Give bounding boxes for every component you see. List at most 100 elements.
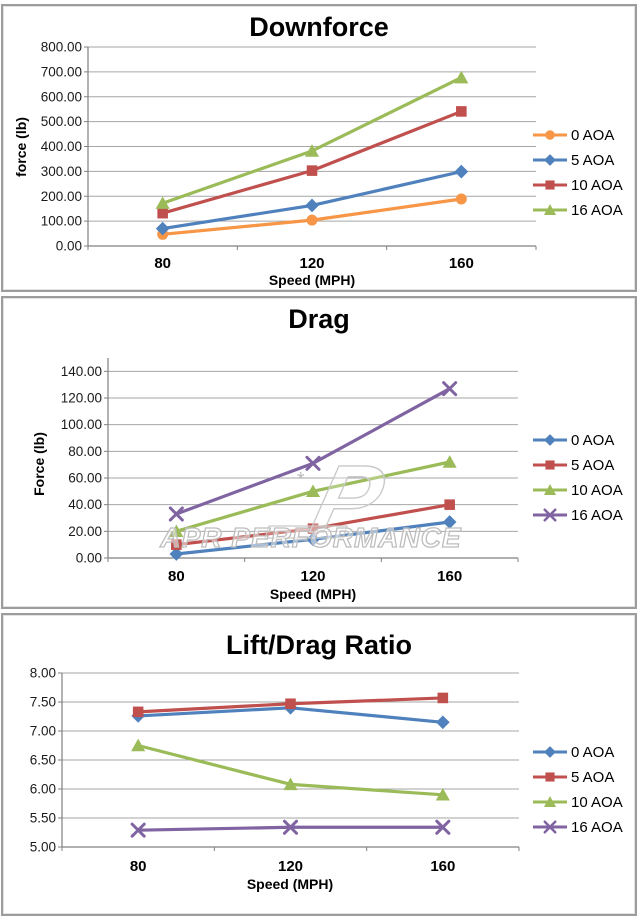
y-tick-label: 8.00 [30,666,56,681]
series-10-aoa [157,106,467,219]
triangle-marker [131,738,146,752]
triangle-marker [442,455,457,468]
x-marker [435,819,451,835]
legend-marker [545,180,555,190]
triangle-marker-swatch [532,202,568,218]
series-16-aoa [168,381,458,522]
square-marker-swatch [532,177,568,193]
y-tick-label: 80.00 [68,444,102,459]
x-tick-label: 120 [299,255,324,272]
downforce-chart-title: Downforce [249,12,389,42]
x-marker [442,381,458,397]
x-marker [282,819,299,835]
diamond-marker [305,198,319,213]
legend-marker [545,460,555,470]
y-tick-label: 200.00 [41,189,82,204]
x-tick-label: 160 [449,255,474,272]
circle-marker [306,214,318,226]
y-tick-label: 120.00 [61,391,102,406]
diamond-legend-swatch [533,746,567,758]
diamond-marker [436,715,450,730]
legend-marker [544,154,556,166]
y-tick-label: 600.00 [41,89,82,104]
diamond-marker-swatch [532,432,568,448]
legend-label: 10 AOA [571,176,623,194]
diamond-marker [306,532,320,547]
diamond-marker-swatch [532,152,568,168]
legend-label: 5 AOA [571,456,615,474]
downforce-x-axis-title: Speed (MPH) [268,272,356,288]
square-marker [456,106,467,117]
legend-label: 5 AOA [571,151,615,169]
circle-marker-swatch [532,127,568,143]
circle-legend-swatch [533,130,567,140]
y-tick-label: 5.50 [30,811,56,826]
triangle-marker [283,777,298,791]
y-tick-label: 100.00 [41,214,82,229]
lift-drag-ratio-chart-title: Lift/Drag Ratio [226,630,412,660]
x-tick-labels: 80 120 160 [130,858,456,875]
square-marker [306,165,318,176]
x-marker-swatch [532,507,568,523]
square-marker [132,706,144,718]
triangle-legend-swatch [533,484,567,495]
legend-item-16-aoa: 16 AOA [532,506,638,524]
legend-marker [543,484,557,495]
diamond-legend-swatch [533,434,567,446]
x-tick-label: 80 [130,858,147,875]
series-5-aoa [132,692,449,718]
lift-drag-ratio-legend: 0 AOA 5 AOA 10 AOA 16 AOA [532,743,638,836]
y-tick-label: 6.50 [30,753,56,768]
square-legend-swatch [533,772,567,782]
x-tick-label: 120 [300,568,325,585]
legend-item-10-aoa: 10 AOA [532,793,638,811]
y-tick-label: 100.00 [61,417,102,432]
lift-drag-ratio-x-axis-title: Speed (MPH) [246,876,334,892]
legend-item-16-aoa: 16 AOA [532,201,638,219]
drag-plot: 0.00 20.00 40.00 60.00 80.00 100.00 120.00 140.… [61,358,519,585]
lift-drag-ratio-plot: 5.00 5.50 6.00 6.50 7.00 7.50 8.00 80 120 160 [30,666,520,875]
triangle-marker [305,484,321,498]
y-tick-label: 140.00 [61,364,102,379]
triangle-marker [304,144,320,157]
legend-marker [543,820,557,834]
square-marker-swatch [532,769,568,785]
square-marker [157,207,168,219]
series-10-aoa [131,738,450,801]
legend-label: 0 AOA [571,743,615,761]
legend-item-5-aoa: 5 AOA [532,456,638,474]
y-tick-label: 20.00 [68,524,102,539]
legend-marker [543,204,557,215]
triangle-legend-swatch [533,796,567,807]
circle-marker [455,193,467,205]
y-tick-label: 500.00 [41,114,82,129]
legend-label: 10 AOA [571,481,623,499]
square-legend-swatch [533,180,567,190]
legend-label: 5 AOA [571,768,615,786]
legend-item-0-aoa: 0 AOA [532,126,638,144]
diamond-legend-swatch [533,154,567,166]
triangle-marker [155,196,170,209]
square-marker [285,698,296,710]
drag-chart-title: Drag [288,304,350,334]
series-10-aoa [169,455,457,538]
diamond-marker-swatch [532,744,568,760]
legend-label: 0 AOA [571,431,615,449]
legend-item-16-aoa: 16 AOA [532,818,638,836]
watermark-star: * [296,469,305,491]
triangle-marker-swatch [532,482,568,498]
x-legend-swatch [533,820,567,834]
legend-marker [545,772,555,782]
y-tick-label: 60.00 [68,471,102,486]
legend-marker [543,796,557,807]
triangle-marker [169,524,184,538]
legend-marker [545,130,555,140]
legend-label: 0 AOA [571,126,615,144]
x-tick-label: 160 [430,858,455,875]
y-tick-label: 0.00 [76,551,102,566]
x-legend-swatch [533,508,567,522]
y-tick-label: 6.00 [30,782,56,797]
drag-chart-panel: 0.00 20.00 40.00 60.00 80.00 100.00 120.00 140.… [1,296,637,609]
legend-item-10-aoa: 10 AOA [532,176,638,194]
square-marker [437,692,449,704]
